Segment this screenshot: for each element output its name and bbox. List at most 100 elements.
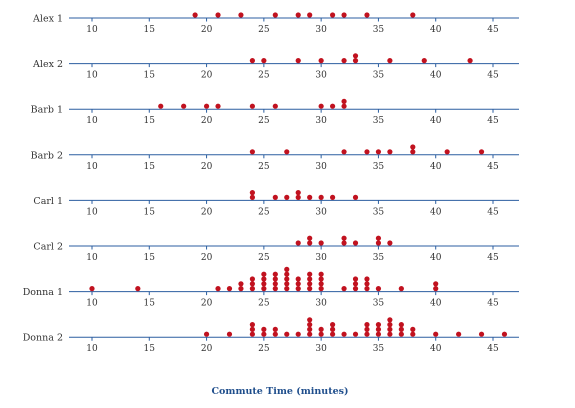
tick-label-carl-2-35: 35 [373,253,385,263]
tick-label-alex-2-15: 15 [144,71,156,81]
tick-label-barb-1-25: 25 [258,116,270,126]
tick-label-carl-2-20: 20 [201,253,213,263]
row-label-alex-2: Alex 2 [32,59,63,70]
dot-donna-1-19 [284,276,290,282]
tick-label-carl-1-40: 40 [430,207,442,217]
dot-donna-2-21 [352,331,359,337]
tick-label-donna-2-15: 15 [144,344,156,354]
dot-donna-1-24 [295,276,301,282]
dot-carl-1-0 [249,194,255,200]
tick-label-barb-1-15: 15 [144,116,156,126]
dot-donna-2-38 [456,331,462,337]
dot-donna-2-23 [364,326,370,332]
dot-carl-2-3 [318,240,324,246]
dot-barb-1-2 [203,103,210,109]
tick-label-alex-1-30: 30 [315,25,327,35]
dot-donna-1-16 [272,271,278,277]
dot-alex-2-0 [249,58,255,64]
dot-donna-1-12 [261,271,267,277]
tick-label-donna-1-45: 45 [487,299,499,309]
tick-label-alex-1-45: 45 [487,25,499,35]
dot-barb-1-7 [330,103,336,109]
dot-donna-2-25 [375,331,382,337]
dot-alex-1-8 [364,12,370,18]
tick-label-alex-2-40: 40 [430,71,442,81]
dot-donna-1-20 [284,271,290,277]
dot-alex-2-6 [352,53,359,59]
tick-label-donna-1-40: 40 [430,299,442,309]
dot-carl-1-1 [249,190,255,196]
x-axis-title: Commute Time (minutes) [212,386,349,397]
dot-donna-1-0 [89,286,95,292]
tick-label-donna-1-20: 20 [201,299,213,309]
dot-donna-1-38 [364,281,370,287]
dot-donna-2-9 [284,331,290,337]
tick-label-alex-1-10: 10 [86,25,98,35]
dot-donna-2-0 [203,331,210,337]
dot-barb-1-8 [341,103,347,109]
dot-carl-2-4 [341,240,347,246]
tick-label-carl-1-20: 20 [201,207,213,217]
tick-label-carl-2-45: 45 [487,253,499,263]
row-label-donna-2: Donna 2 [23,333,63,344]
dot-donna-2-22 [364,331,370,337]
dot-barb-2-3 [364,149,370,155]
row-label-barb-1: Barb 1 [31,105,63,116]
dot-barb-1-1 [181,103,187,109]
dot-alex-2-7 [387,58,393,64]
dot-donna-2-7 [272,331,278,337]
dot-barb-1-0 [158,103,164,109]
dot-carl-1-9 [352,194,359,200]
dot-donna-1-17 [284,286,290,292]
dot-donna-2-24 [364,322,370,328]
dot-alex-2-9 [467,58,473,64]
dot-donna-1-43 [433,281,439,287]
dot-carl-2-1 [307,240,313,246]
tick-label-alex-2-20: 20 [201,71,213,81]
dot-donna-1-15 [272,276,278,282]
dot-barb-1-9 [341,98,347,104]
dot-donna-2-13 [307,322,313,328]
dot-alex-2-2 [295,58,301,64]
dot-donna-1-41 [398,286,404,292]
tick-label-barb-2-45: 45 [487,162,499,172]
dot-donna-2-4 [249,322,255,328]
tick-label-barb-1-10: 10 [86,116,98,126]
dot-donna-1-4 [238,286,244,292]
dot-barb-2-5 [387,149,393,155]
row-label-barb-2: Barb 2 [31,150,63,161]
tick-label-donna-2-25: 25 [258,344,270,354]
dot-alex-2-5 [352,58,359,64]
tick-label-alex-2-35: 35 [373,71,385,81]
dot-carl-1-2 [272,194,278,200]
dot-donna-1-14 [272,281,278,287]
dot-carl-2-9 [387,240,393,246]
dot-donna-2-10 [295,331,301,337]
dot-donna-2-11 [307,331,313,337]
dot-alex-1-6 [330,12,336,18]
dot-donna-2-20 [341,331,347,337]
dot-donna-2-34 [398,322,404,328]
row-label-carl-2: Carl 2 [33,242,63,253]
tick-label-alex-2-25: 25 [258,71,270,81]
dot-donna-2-2 [249,331,255,337]
dot-alex-2-4 [341,58,347,64]
dot-carl-1-4 [295,194,301,200]
dot-alex-1-0 [192,12,198,18]
dot-donna-2-40 [501,331,508,337]
dot-donna-2-35 [410,331,416,337]
dot-donna-1-1 [135,286,141,292]
row-label-donna-1: Donna 1 [23,287,63,298]
dot-donna-2-30 [387,322,393,328]
dot-donna-1-13 [272,286,278,292]
dot-alex-2-8 [421,58,427,64]
tick-label-carl-2-15: 15 [144,253,156,263]
tick-label-barb-2-30: 30 [315,162,327,172]
dot-carl-1-6 [307,194,313,200]
dot-carl-1-3 [284,194,290,200]
tick-label-alex-1-20: 20 [201,25,213,35]
tick-label-alex-2-30: 30 [315,71,327,81]
tick-label-barb-2-35: 35 [373,162,385,172]
dot-alex-2-3 [318,58,324,64]
